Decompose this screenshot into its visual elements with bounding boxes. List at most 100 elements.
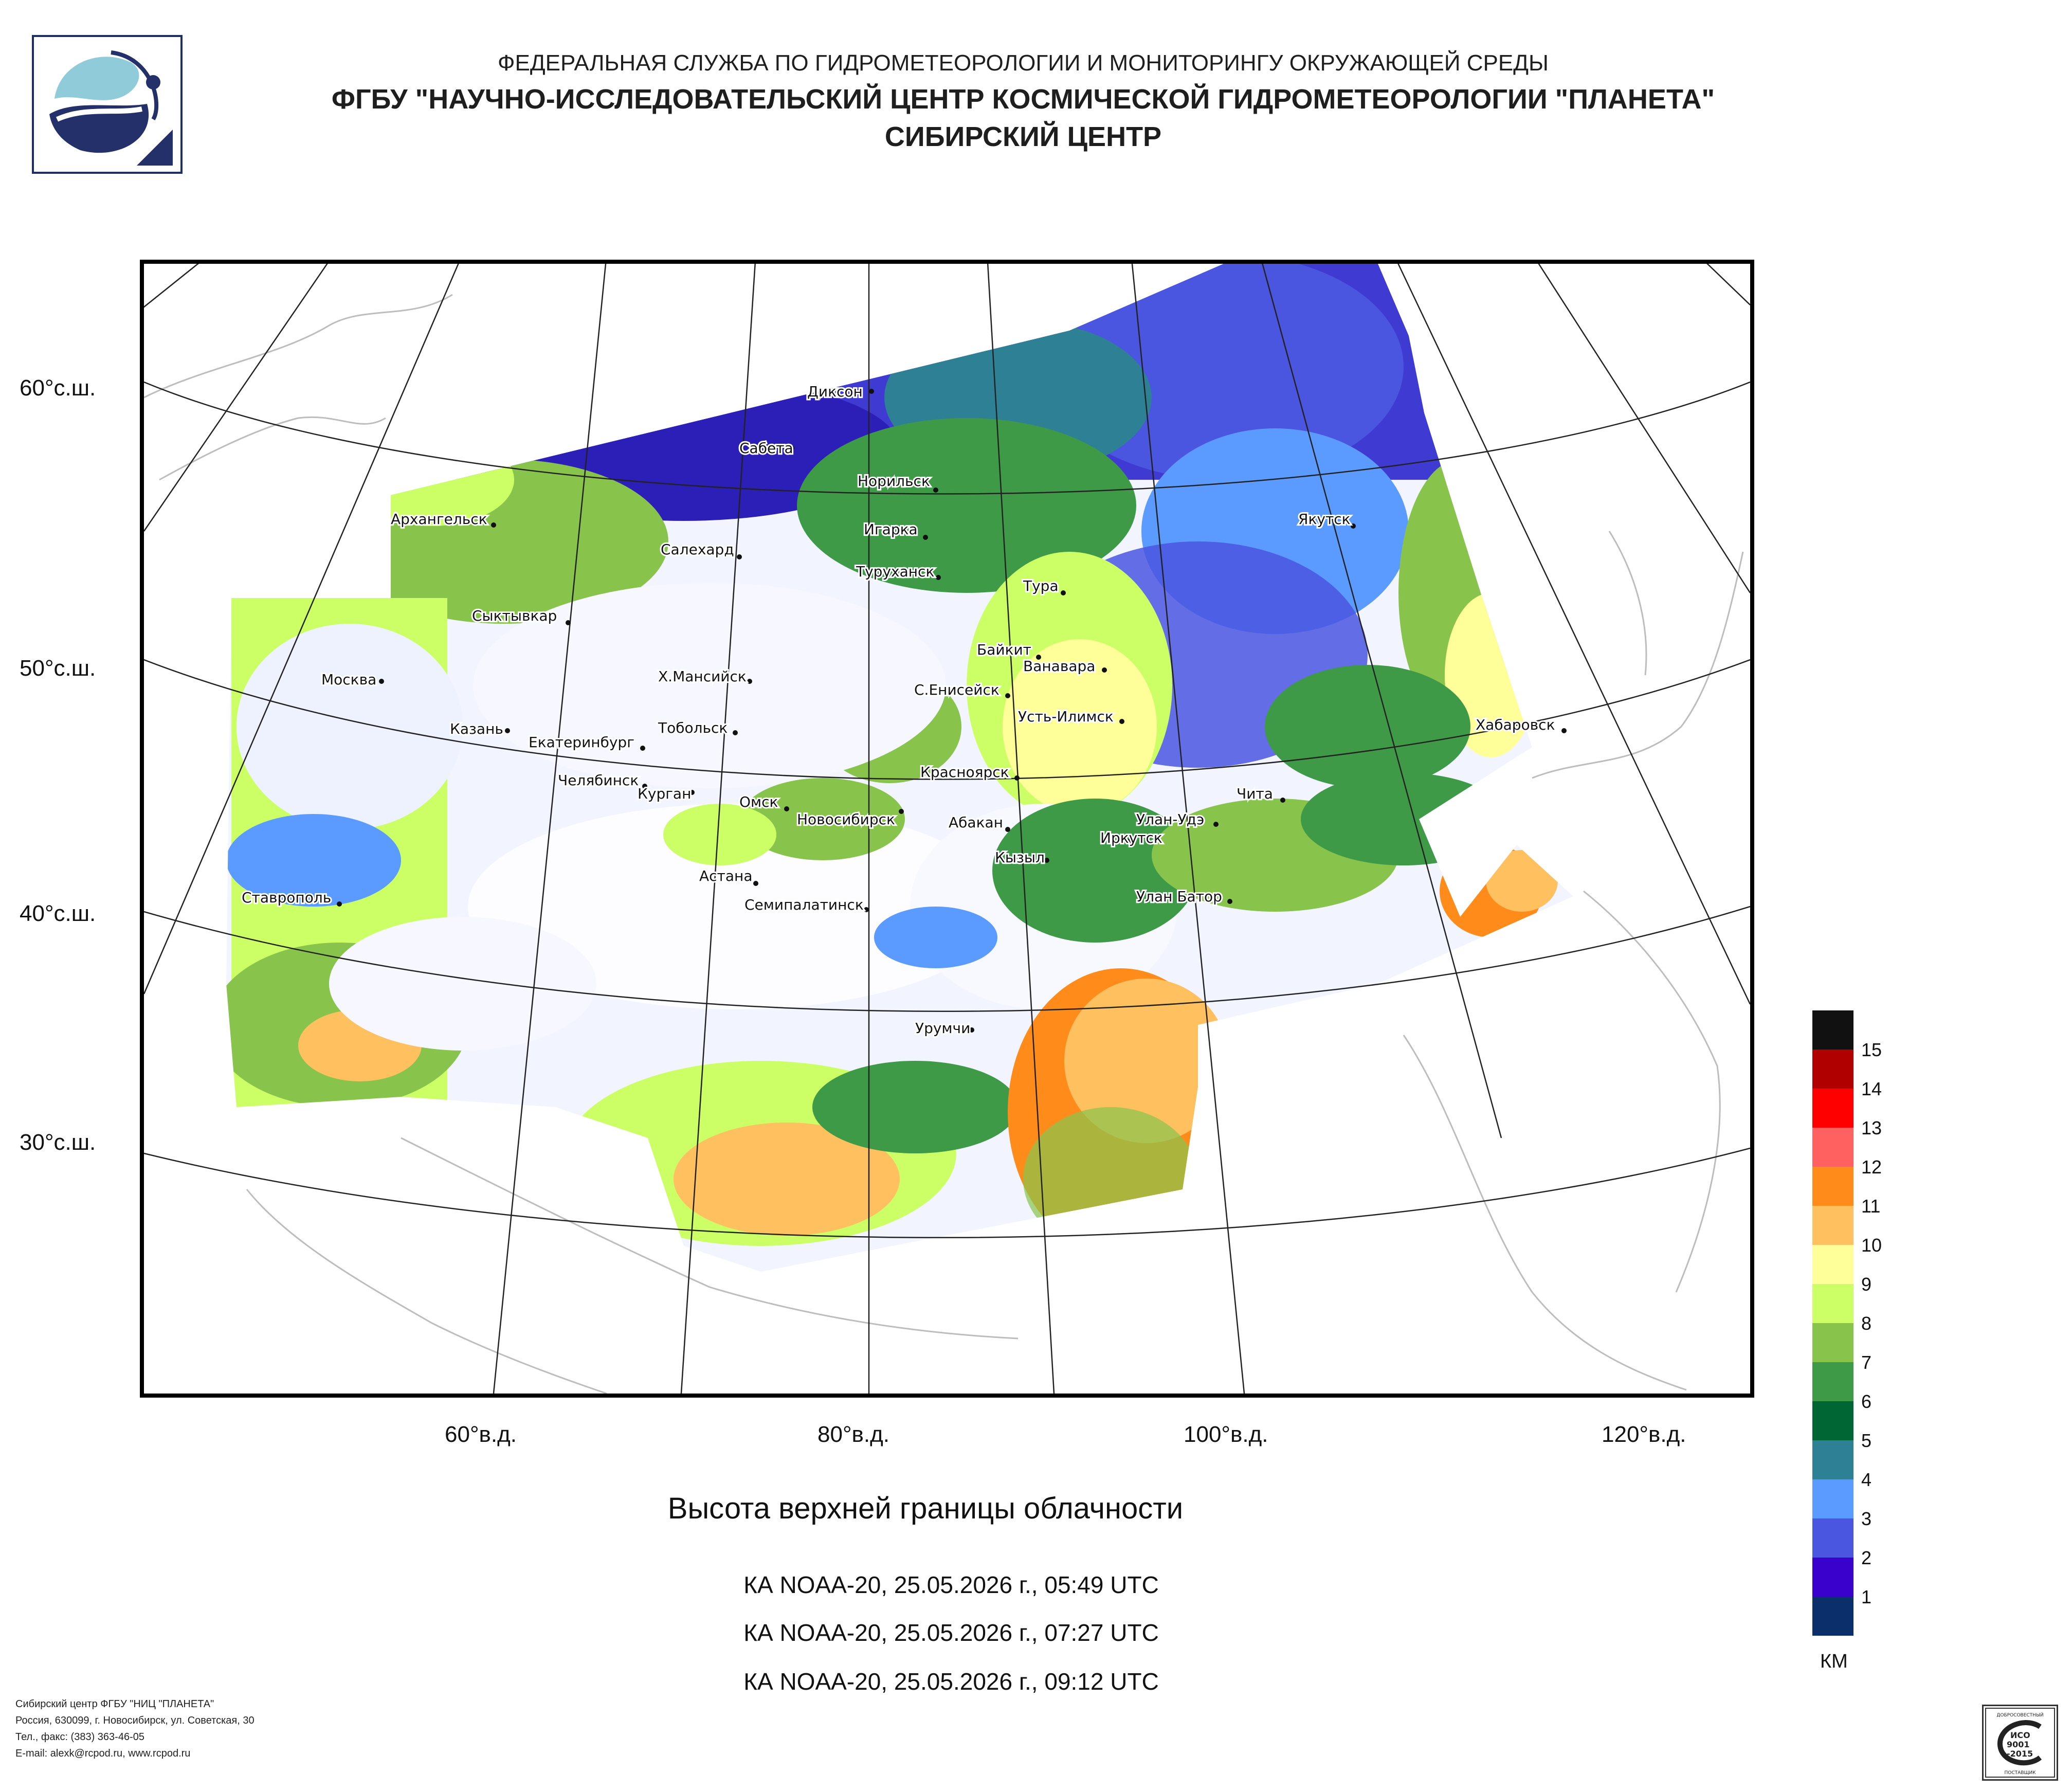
legend-label: 9 [1861, 1274, 1872, 1295]
legend-label: 1 [1861, 1586, 1872, 1607]
lat-label-60: 60°с.ш. [20, 375, 96, 401]
svg-text:Абакан: Абакан [949, 814, 1003, 831]
lat-label-30: 30°с.ш. [20, 1130, 96, 1155]
pass-3: КА NOAA-20, 25.05.2026 г., 09:12 UTC [743, 1668, 1159, 1695]
city-moscow: Москва [320, 670, 384, 690]
city-semipalatinsk: Семипалатинск [743, 895, 869, 915]
legend-label: 14 [1861, 1078, 1882, 1099]
city-s-eniseysk: С.Енисейск [913, 680, 1010, 700]
city-irkutsk: Иркутск [1099, 828, 1164, 848]
iso-9001-badge: ДОБРОСОВЕСТНЫЙ ИСО 9001 -2015 ПОСТАВЩИК [1982, 1705, 2058, 1781]
header-center: СИБИРСКИЙ ЦЕНТР [884, 121, 1162, 152]
legend-label: 11 [1861, 1196, 1881, 1217]
legend-swatch [1812, 1518, 1853, 1558]
legend-label: 3 [1861, 1508, 1872, 1529]
svg-text:Семипалатинск: Семипалатинск [744, 896, 864, 913]
city-astana: Астана [698, 866, 758, 886]
legend-swatch [1812, 1440, 1853, 1479]
legend-label: 10 [1861, 1235, 1882, 1256]
legend-label: 13 [1861, 1117, 1882, 1138]
svg-text:Екатеринбург: Екатеринбург [529, 734, 634, 751]
svg-text:Ванавара: Ванавара [1023, 658, 1095, 675]
svg-text:ДОБРОСОВЕСТНЫЙ: ДОБРОСОВЕСТНЫЙ [1996, 1712, 2043, 1718]
pass-2: КА NOAA-20, 25.05.2026 г., 07:27 UTC [743, 1619, 1159, 1646]
legend-swatch [1812, 1284, 1853, 1323]
legend-swatch [1812, 1597, 1853, 1636]
svg-text:Урумчи: Урумчи [915, 1020, 970, 1037]
city-igarka: Игарка [862, 519, 928, 540]
city-kyzyl: Кызыл [993, 847, 1049, 867]
svg-text:Москва: Москва [321, 671, 376, 688]
lon-label-120: 120°в.д. [1602, 1422, 1686, 1447]
legend-label: 5 [1861, 1430, 1872, 1451]
svg-text:Астана: Астана [699, 867, 752, 884]
header-agency: ФЕДЕРАЛЬНАЯ СЛУЖБА ПО ГИДРОМЕТЕОРОЛОГИИ … [498, 50, 1549, 76]
legend-label: 7 [1861, 1352, 1872, 1373]
legend-swatch [1812, 1558, 1853, 1597]
svg-text:9001: 9001 [2007, 1740, 2030, 1749]
city-krasnoyarsk: Красноярск [919, 762, 1020, 782]
legend-label: 2 [1861, 1547, 1872, 1568]
planeta-logo [32, 35, 183, 174]
city-chelyabinsk: Челябинск [556, 770, 647, 790]
city-kazan: Казань [448, 719, 510, 739]
city-ulaanbaatar: Улан Батор [1135, 887, 1232, 907]
legend-unit: КМ [1820, 1651, 1848, 1672]
svg-text:Улан-Удэ: Улан-Удэ [1136, 811, 1204, 828]
city-stavropol: Ставрополь [240, 888, 342, 908]
legend-label: 8 [1861, 1313, 1872, 1334]
svg-text:Тура: Тура [1023, 577, 1059, 594]
svg-text:Диксон: Диксон [807, 383, 863, 400]
city-khabarovsk: Хабаровск [1474, 715, 1567, 735]
svg-text:Сабета: Сабета [739, 440, 793, 457]
svg-text:Новосибирск: Новосибирск [797, 811, 895, 828]
city-omsk: Омск [738, 792, 789, 812]
city-tura: Тура [1021, 576, 1066, 596]
map-canvas: Диксон Сабета Норильск Архангельск Игарк… [144, 264, 1750, 1394]
svg-text:Х.Мансийск: Х.Мансийск [658, 668, 747, 685]
svg-text:ИСО: ИСО [2010, 1730, 2030, 1740]
city-tobolsk: Тобольск [656, 718, 738, 738]
city-sabeta: Сабета [738, 438, 795, 458]
legend-swatch [1812, 1010, 1853, 1050]
legend-label: 15 [1861, 1039, 1882, 1060]
legend-swatch [1812, 1089, 1853, 1128]
legend-swatch [1812, 1128, 1853, 1167]
svg-text:Курган: Курган [638, 785, 691, 802]
svg-text:Архангельск: Архангельск [391, 511, 487, 528]
svg-text:Иркутск: Иркутск [1100, 829, 1162, 846]
city-ulan-ude: Улан-Удэ [1135, 809, 1219, 829]
lon-label-80: 80°в.д. [817, 1422, 890, 1447]
city-dikson: Диксон [806, 382, 874, 402]
lat-label-50: 50°с.ш. [20, 656, 96, 681]
city-baykit: Байкит [975, 640, 1041, 660]
svg-text:Хабаровск: Хабаровск [1476, 716, 1555, 733]
svg-text:Чита: Чита [1237, 785, 1273, 802]
legend-swatch [1812, 1050, 1853, 1089]
pass-1: КА NOAA-20, 25.05.2026 г., 05:49 UTC [743, 1571, 1159, 1598]
svg-text:Улан Батор: Улан Батор [1136, 888, 1222, 905]
legend-label: 6 [1861, 1391, 1872, 1412]
legend-swatch [1812, 1206, 1853, 1245]
city-markers: Диксон Сабета Норильск Архангельск Игарк… [240, 382, 1567, 1038]
legend-label: 4 [1861, 1469, 1872, 1490]
lat-label-40: 40°с.ш. [20, 901, 96, 926]
lon-label-100: 100°в.д. [1184, 1422, 1268, 1447]
city-yakutsk: Якутск [1297, 509, 1356, 529]
header-institute: ФГБУ "НАУЧНО-ИССЛЕДОВАТЕЛЬСКИЙ ЦЕНТР КОС… [331, 84, 1715, 115]
svg-text:-2015: -2015 [2007, 1749, 2033, 1759]
svg-text:Туруханск: Туруханск [856, 563, 934, 580]
city-ekaterinburg: Екатеринбург [527, 732, 645, 752]
lon-label-60: 60°в.д. [445, 1422, 517, 1447]
coastlines [144, 294, 1744, 1394]
svg-text:Кызыл: Кызыл [995, 849, 1045, 866]
legend-swatch [1812, 1401, 1853, 1440]
svg-text:ПОСТАВЩИК: ПОСТАВЩИК [2005, 1770, 2037, 1776]
legend-label: 12 [1861, 1156, 1882, 1178]
city-novosibirsk: Новосибирск [795, 809, 904, 829]
svg-text:Тобольск: Тобольск [658, 719, 728, 736]
city-vanavara: Ванавара [1022, 656, 1107, 676]
city-salekhard: Салехард [659, 539, 742, 559]
city-turukhansk: Туруханск [854, 562, 941, 582]
cloud-top-height-map: Диксон Сабета Норильск Архангельск Игарк… [140, 260, 1754, 1398]
